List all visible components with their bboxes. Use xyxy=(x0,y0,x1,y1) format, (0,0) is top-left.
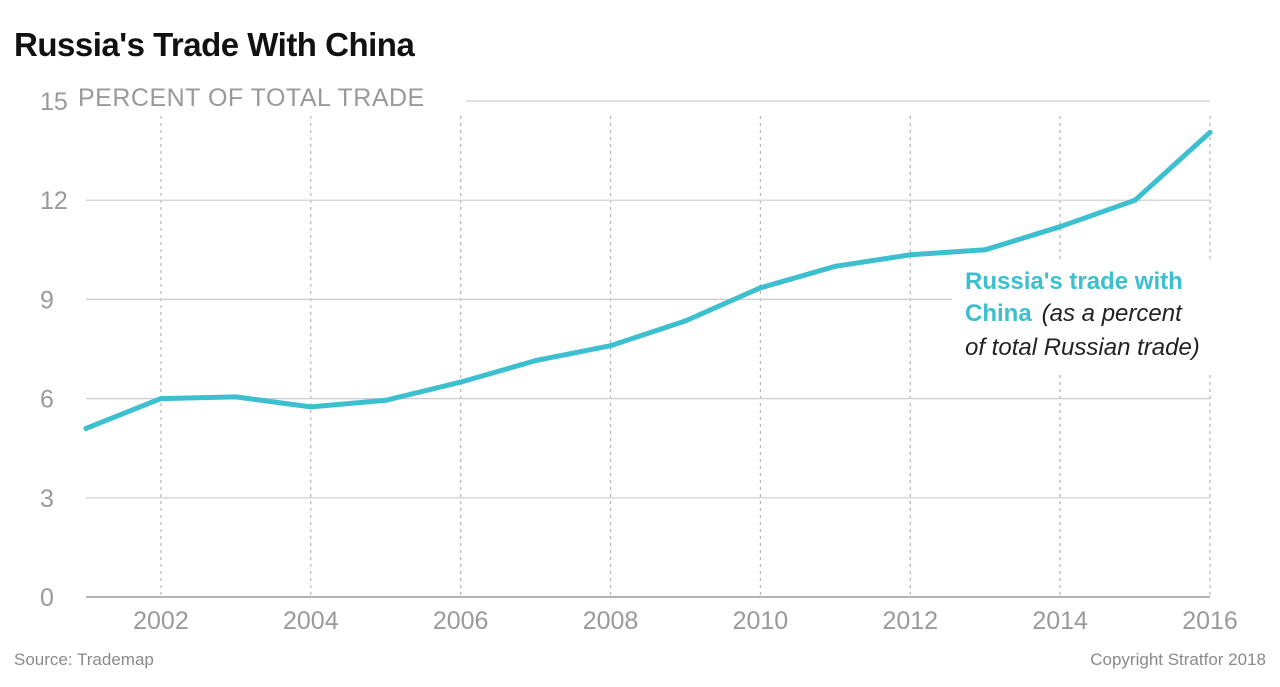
chart-title: Russia's Trade With China xyxy=(14,26,415,63)
x-tick-label: 2006 xyxy=(433,607,489,635)
data-point xyxy=(1132,197,1138,203)
x-tick-label: 2016 xyxy=(1182,607,1238,635)
y-tick-label: 9 xyxy=(40,286,54,314)
data-point xyxy=(383,397,389,403)
data-point xyxy=(683,318,688,324)
data-point xyxy=(83,425,89,431)
x-tick-label: 2002 xyxy=(133,607,189,635)
annotation-line: Russia's trade with xyxy=(965,268,1183,295)
data-point xyxy=(458,379,464,385)
x-tick-label: 2008 xyxy=(583,607,639,635)
data-point xyxy=(308,404,314,410)
data-point xyxy=(533,358,539,364)
data-point xyxy=(158,396,164,402)
series-layer xyxy=(83,129,1213,431)
copyright-note: Copyright Stratfor 2018 xyxy=(1090,650,1266,669)
series-line xyxy=(83,129,1213,431)
data-point xyxy=(982,247,988,253)
gridlines xyxy=(86,100,1211,598)
data-point xyxy=(907,252,913,258)
data-point xyxy=(1057,224,1063,230)
x-tick-label: 2014 xyxy=(1032,607,1088,635)
annotation-line: China (as a percent xyxy=(965,300,1183,327)
y-tick-label: 6 xyxy=(40,386,54,414)
data-point xyxy=(757,285,763,291)
data-point xyxy=(832,263,838,269)
y-tick-label: 15 xyxy=(40,88,68,116)
annotation-line: of total Russian trade) xyxy=(965,334,1200,361)
data-point xyxy=(1207,129,1213,135)
y-tick-label: 12 xyxy=(40,187,68,215)
x-tick-label: 2004 xyxy=(283,607,339,635)
annotation-background xyxy=(952,262,1232,374)
y-axis-label: PERCENT OF TOTAL TRADE xyxy=(78,84,425,112)
annotation: Russia's trade with China (as a percent of … xyxy=(952,262,1232,374)
data-point xyxy=(233,394,239,400)
x-tick-labels: 2002 2004 2006 2008 2010 2012 2014 2016 xyxy=(133,607,1238,635)
y-tick-label: 3 xyxy=(40,485,54,513)
y-tick-labels: 0 3 6 9 12 15 xyxy=(40,88,68,612)
source-note: Source: Trademap xyxy=(14,650,154,669)
data-point xyxy=(608,343,613,349)
y-tick-label: 0 xyxy=(40,584,54,612)
x-tick-label: 2010 xyxy=(733,607,789,635)
x-tick-label: 2012 xyxy=(882,607,938,635)
